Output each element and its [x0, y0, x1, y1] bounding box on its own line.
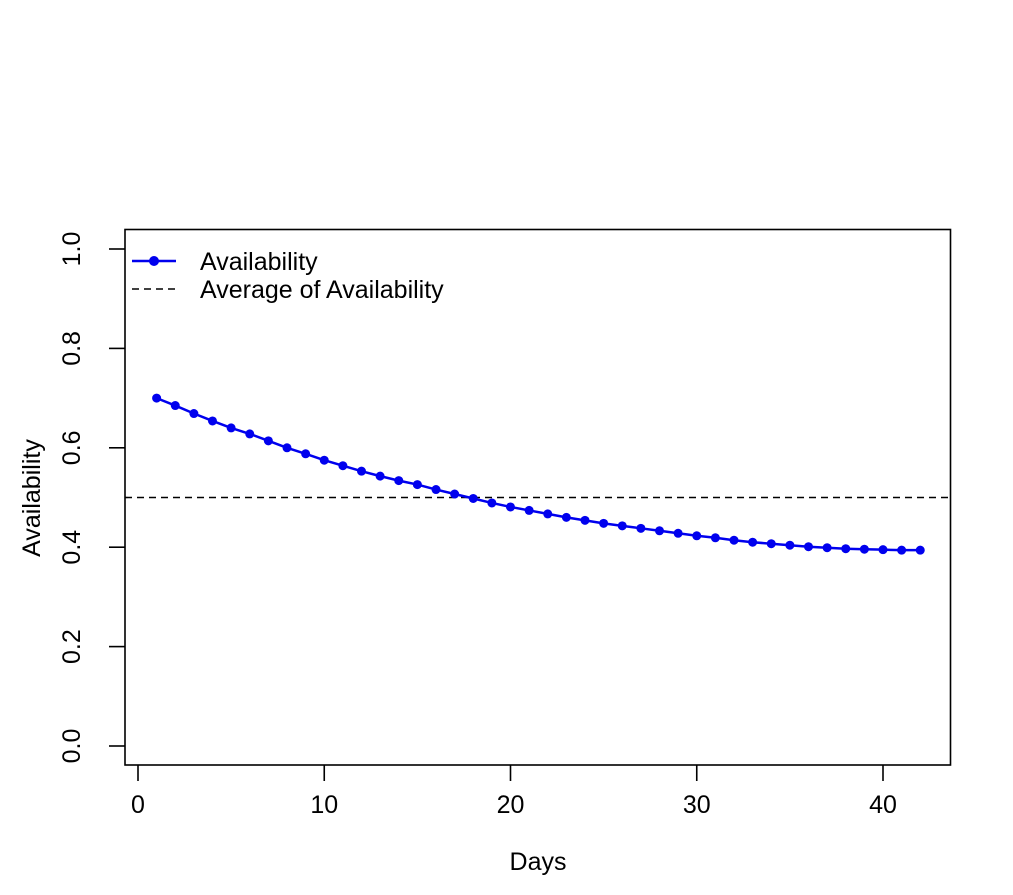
availability-data-point: [431, 485, 441, 495]
y-tick-label: 1.0: [58, 232, 86, 267]
x-tick-label: 10: [310, 791, 338, 819]
availability-data-point: [841, 544, 851, 554]
availability-data-point: [301, 449, 311, 459]
y-tick-label: 0.4: [58, 530, 86, 565]
availability-data-point: [822, 543, 832, 553]
availability-data-point: [468, 493, 478, 503]
availability-data-point: [524, 505, 534, 515]
availability-data-point: [617, 521, 627, 531]
availability-data-point: [766, 539, 776, 549]
availability-data-point: [282, 443, 292, 453]
availability-data-point: [785, 540, 795, 550]
availability-data-point: [208, 416, 217, 426]
availability-data-point: [655, 526, 664, 536]
availability-data-point: [561, 512, 571, 522]
availability-data-point: [245, 429, 255, 439]
y-axis-title: Availability: [18, 439, 46, 557]
availability-data-point: [170, 401, 180, 411]
y-tick-label: 0.0: [58, 729, 86, 764]
availability-data-point: [915, 545, 925, 555]
y-tick-label: 0.8: [58, 331, 86, 366]
availability-data-point: [450, 489, 460, 499]
legend-label-average-of-availability: Average of Availability: [200, 276, 444, 304]
x-tick-label: 20: [497, 791, 525, 819]
availability-data-point: [152, 393, 162, 403]
availability-data-point: [897, 545, 907, 555]
availability-data-point: [394, 476, 404, 486]
availability-line: [156, 396, 921, 552]
x-tick-label: 30: [683, 791, 711, 819]
availability-data-point: [673, 528, 683, 538]
availability-data-point: [878, 545, 888, 555]
availability-data-point: [487, 498, 497, 508]
x-axis-title: Days: [509, 848, 567, 876]
availability-data-point: [189, 409, 199, 419]
availability-data-point: [859, 544, 869, 554]
availability-data-point: [748, 537, 758, 547]
legend-swatch-marker-availability: [149, 256, 159, 266]
availability-data-point: [375, 471, 385, 481]
y-tick-label: 0.6: [58, 430, 86, 465]
availability-data-point: [580, 515, 590, 525]
availability-data-point: [710, 533, 720, 543]
availability-data-point: [599, 518, 609, 528]
availability-data-point: [338, 461, 348, 471]
availability-data-point: [506, 502, 515, 512]
availability-data-point: [263, 436, 273, 446]
availability-data-point: [357, 466, 366, 476]
availability-data-point: [729, 535, 739, 545]
availability-data-point: [804, 542, 813, 552]
legend-label-availability: Availability: [200, 248, 318, 276]
availability-data-point: [226, 423, 236, 433]
availability-data-point: [319, 455, 329, 465]
availability-data-point: [636, 523, 646, 533]
availability-data-point: [543, 509, 553, 519]
x-tick-label: 0: [131, 791, 145, 819]
availability-data-point: [412, 480, 422, 490]
y-tick-label: 0.2: [58, 629, 86, 664]
x-tick-label: 40: [869, 791, 897, 819]
availability-data-point: [692, 531, 702, 541]
